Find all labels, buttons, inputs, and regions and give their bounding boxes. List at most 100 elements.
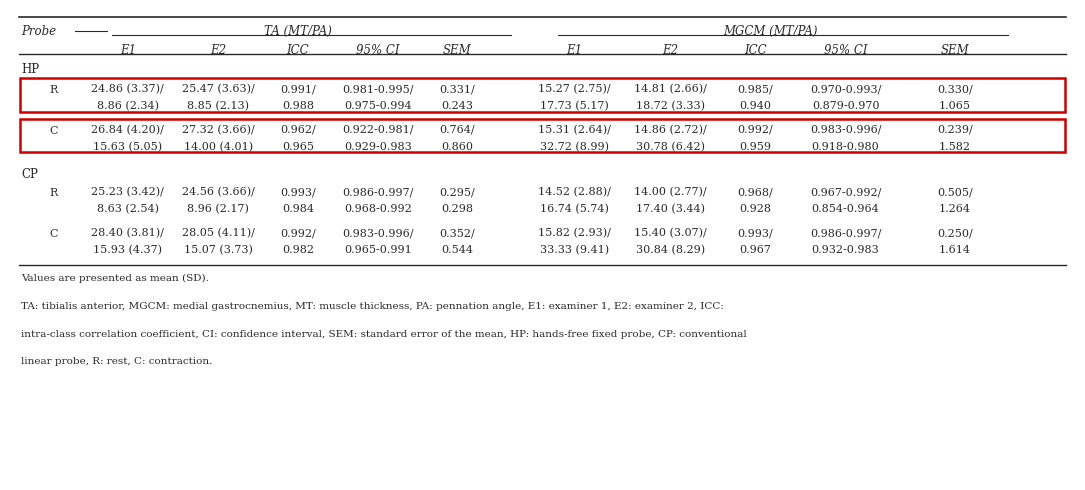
Text: 0.992/: 0.992/ (738, 125, 773, 135)
Bar (21, 78, 1064, 112)
Text: 33.33 (9.41): 33.33 (9.41) (540, 245, 609, 255)
Text: 0.298: 0.298 (442, 204, 473, 214)
Text: linear probe, R: rest, C: contraction.: linear probe, R: rest, C: contraction. (22, 357, 213, 367)
Text: 18.72 (3.33): 18.72 (3.33) (636, 101, 704, 111)
Text: 0.940: 0.940 (739, 101, 771, 111)
Text: R: R (49, 85, 58, 95)
Text: 0.959: 0.959 (739, 142, 771, 152)
Text: ICC: ICC (286, 44, 309, 57)
Text: 15.07 (3.73): 15.07 (3.73) (183, 245, 253, 255)
Text: 25.47 (3.63)/: 25.47 (3.63)/ (182, 84, 255, 95)
Text: 0.970-0.993/: 0.970-0.993/ (809, 84, 881, 94)
Text: 28.05 (4.11)/: 28.05 (4.11)/ (182, 228, 255, 239)
Text: 0.968/: 0.968/ (738, 187, 773, 197)
Text: 0.988: 0.988 (282, 101, 314, 111)
Text: E2: E2 (210, 44, 227, 57)
Text: 0.243: 0.243 (442, 101, 473, 111)
Text: SEM: SEM (941, 44, 969, 57)
Text: 1.582: 1.582 (939, 142, 971, 152)
Text: ICC: ICC (744, 44, 766, 57)
Text: 0.983-0.996/: 0.983-0.996/ (809, 125, 881, 135)
Text: 0.983-0.996/: 0.983-0.996/ (342, 228, 413, 238)
Text: 1.264: 1.264 (939, 204, 971, 214)
Text: 95% CI: 95% CI (356, 44, 399, 57)
Text: 0.239/: 0.239/ (937, 125, 973, 135)
Text: 24.56 (3.66)/: 24.56 (3.66)/ (182, 187, 255, 197)
Text: SEM: SEM (443, 44, 472, 57)
Text: 0.932-0.983: 0.932-0.983 (812, 245, 880, 255)
Text: Probe: Probe (22, 25, 56, 38)
Text: 0.986-0.997/: 0.986-0.997/ (809, 228, 881, 238)
Text: 17.73 (5.17): 17.73 (5.17) (540, 101, 609, 111)
Text: intra-class correlation coefficient, CI: confidence interval, SEM: standard erro: intra-class correlation coefficient, CI:… (22, 329, 748, 339)
Text: 8.85 (2.13): 8.85 (2.13) (188, 101, 250, 111)
Text: 0.295/: 0.295/ (439, 187, 475, 197)
Text: HP: HP (22, 64, 40, 76)
Bar (21, 119, 1064, 152)
Text: 0.985/: 0.985/ (738, 84, 773, 94)
Text: CP: CP (22, 168, 38, 181)
Text: 24.86 (3.37)/: 24.86 (3.37)/ (91, 84, 164, 95)
Text: 0.764/: 0.764/ (439, 125, 475, 135)
Text: 0.962/: 0.962/ (280, 125, 316, 135)
Text: 0.965: 0.965 (282, 142, 314, 152)
Text: 0.879-0.970: 0.879-0.970 (812, 101, 879, 111)
Text: 0.992/: 0.992/ (280, 228, 316, 238)
Text: 0.928: 0.928 (739, 204, 771, 214)
Text: 0.505/: 0.505/ (937, 187, 973, 197)
Text: 26.84 (4.20)/: 26.84 (4.20)/ (91, 125, 164, 135)
Text: 0.984: 0.984 (282, 204, 314, 214)
Text: 14.86 (2.72)/: 14.86 (2.72)/ (634, 125, 706, 135)
Text: 0.929-0.983: 0.929-0.983 (344, 142, 411, 152)
Text: 0.975-0.994: 0.975-0.994 (344, 101, 411, 111)
Text: 0.967-0.992/: 0.967-0.992/ (809, 187, 881, 197)
Text: 14.81 (2.66)/: 14.81 (2.66)/ (634, 84, 706, 95)
Text: 14.00 (4.01): 14.00 (4.01) (183, 142, 253, 152)
Text: 0.993/: 0.993/ (738, 228, 773, 238)
Text: C: C (49, 126, 58, 136)
Text: 0.330/: 0.330/ (937, 84, 973, 94)
Text: 15.40 (3.07)/: 15.40 (3.07)/ (634, 228, 706, 239)
Text: 17.40 (3.44): 17.40 (3.44) (636, 204, 704, 215)
Text: TA (MT/PA): TA (MT/PA) (264, 25, 332, 38)
Text: 8.96 (2.17): 8.96 (2.17) (188, 204, 250, 215)
Text: 0.544: 0.544 (442, 245, 473, 255)
Text: 0.331/: 0.331/ (439, 84, 475, 94)
Text: 30.84 (8.29): 30.84 (8.29) (636, 245, 704, 255)
Text: 95% CI: 95% CI (824, 44, 867, 57)
Text: 1.614: 1.614 (939, 245, 971, 255)
Text: 27.32 (3.66)/: 27.32 (3.66)/ (182, 125, 255, 135)
Text: 0.991/: 0.991/ (280, 84, 316, 94)
Text: R: R (49, 188, 58, 198)
Text: 15.93 (4.37): 15.93 (4.37) (93, 245, 163, 255)
Text: 15.31 (2.64)/: 15.31 (2.64)/ (538, 125, 611, 135)
Text: 0.250/: 0.250/ (937, 228, 973, 238)
Text: 1.065: 1.065 (939, 101, 971, 111)
Text: 14.52 (2.88)/: 14.52 (2.88)/ (538, 187, 611, 197)
Text: 0.982: 0.982 (282, 245, 314, 255)
Text: 14.00 (2.77)/: 14.00 (2.77)/ (634, 187, 706, 197)
Text: 0.986-0.997/: 0.986-0.997/ (342, 187, 413, 197)
Text: 0.860: 0.860 (442, 142, 473, 152)
Text: 8.86 (2.34): 8.86 (2.34) (97, 101, 158, 111)
Text: 0.968-0.992: 0.968-0.992 (344, 204, 411, 214)
Text: E1: E1 (119, 44, 136, 57)
Text: 0.981-0.995/: 0.981-0.995/ (342, 84, 413, 94)
Text: Values are presented as mean (SD).: Values are presented as mean (SD). (22, 274, 209, 283)
Text: 32.72 (8.99): 32.72 (8.99) (540, 142, 609, 152)
Text: E1: E1 (566, 44, 583, 57)
Text: 0.352/: 0.352/ (439, 228, 475, 238)
Text: 15.27 (2.75)/: 15.27 (2.75)/ (538, 84, 611, 95)
Text: 0.918-0.980: 0.918-0.980 (812, 142, 880, 152)
Text: MGCM (MT/PA): MGCM (MT/PA) (723, 25, 817, 38)
Text: 0.965-0.991: 0.965-0.991 (344, 245, 411, 255)
Text: 0.854-0.964: 0.854-0.964 (812, 204, 880, 214)
Text: C: C (49, 229, 58, 239)
Text: 30.78 (6.42): 30.78 (6.42) (636, 142, 704, 152)
Text: 16.74 (5.74): 16.74 (5.74) (540, 204, 609, 215)
Text: 0.993/: 0.993/ (280, 187, 316, 197)
Text: TA: tibialis anterior, MGCM: medial gastrocnemius, MT: muscle thickness, PA: pen: TA: tibialis anterior, MGCM: medial gast… (22, 302, 725, 311)
Text: 15.82 (2.93)/: 15.82 (2.93)/ (538, 228, 611, 239)
Text: 8.63 (2.54): 8.63 (2.54) (97, 204, 158, 215)
Text: 0.967: 0.967 (739, 245, 771, 255)
